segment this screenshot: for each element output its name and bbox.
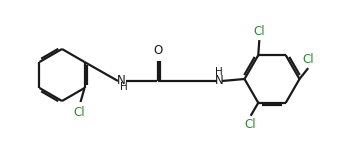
Text: Cl: Cl xyxy=(74,106,85,119)
Text: Cl: Cl xyxy=(253,25,265,38)
Text: H: H xyxy=(215,67,223,77)
Text: H: H xyxy=(120,82,127,92)
Text: Cl: Cl xyxy=(303,53,314,66)
Text: N: N xyxy=(215,74,223,87)
Text: N: N xyxy=(117,74,125,87)
Text: O: O xyxy=(154,44,163,57)
Text: Cl: Cl xyxy=(244,118,256,131)
